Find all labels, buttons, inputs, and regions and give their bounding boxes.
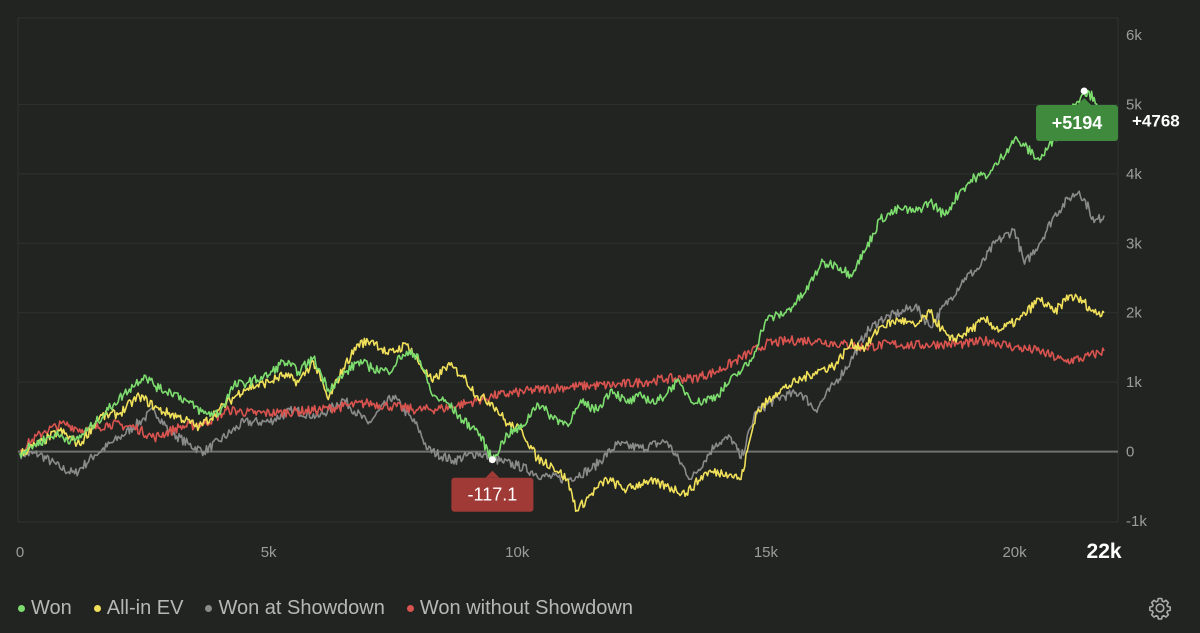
y-tick-label: 4k (1126, 166, 1142, 183)
min-label: -117.1 (468, 485, 518, 505)
max-label: +5194 (1052, 113, 1103, 133)
series-line-won-at-showdown (19, 190, 1105, 484)
x-tick-label: 15k (754, 544, 779, 561)
series-line-all-in-ev (19, 293, 1105, 513)
legend-label-all-in-ev: All-in EV (106, 596, 184, 619)
settings-button[interactable] (1148, 596, 1172, 620)
max-badge: +5194 (1036, 97, 1118, 141)
gear-icon (1149, 597, 1171, 620)
y-tick-label: 5k (1126, 96, 1142, 113)
legend-item-all-in-ev[interactable]: All-in EV (93, 596, 184, 620)
min-badge: -117.1 (451, 470, 534, 512)
legend-label-won-without-showdown: Won without Showdown (419, 596, 633, 619)
legend-dot-won (18, 604, 25, 612)
y-tick-label: 1k (1126, 374, 1142, 391)
x-tick-label: 22k (1087, 540, 1122, 563)
x-tick-label: 10k (505, 544, 530, 561)
min-marker (488, 456, 496, 464)
legend-item-won[interactable]: Won (18, 597, 72, 620)
legend-item-won-without-showdown[interactable]: Won without Showdown (406, 596, 633, 620)
legend: Won All-in EV Won at Showdown Won withou… (18, 595, 633, 621)
chart-area: 6k 5k 4k 3k 2k 1k 0 -1k 0 5k 10k 15k 20k 22k -117.1 … (16, 17, 1180, 563)
series-line-won-without-showdown (19, 335, 1105, 452)
x-tick-label: 20k (1002, 544, 1027, 561)
y-tick-label: 6k (1126, 27, 1142, 44)
y-tick-label: 0 (1126, 444, 1134, 461)
series-lines (19, 89, 1105, 513)
y-axis: 6k 5k 4k 3k 2k 1k 0 -1k (1126, 27, 1147, 530)
legend-item-won-at-showdown[interactable]: Won at Showdown (205, 596, 385, 620)
y-tick-label: 3k (1126, 235, 1142, 252)
legend-dot-all-in-ev (93, 604, 101, 612)
plot-frame (17, 17, 1119, 523)
x-axis: 0 5k 10k 15k 20k 22k (16, 540, 1122, 563)
legend-dot-won-without-showdown (406, 604, 414, 612)
legend-label-won-at-showdown: Won at Showdown (218, 596, 385, 619)
y-tick-label: 2k (1126, 305, 1142, 322)
legend-dot-won-at-showdown (205, 604, 213, 612)
annotations: -117.1 +5194 +4768 (451, 87, 1180, 512)
x-tick-label: 5k (261, 544, 277, 561)
max-marker (1080, 87, 1088, 95)
x-tick-label: 0 (16, 544, 24, 561)
end-value-label: +4768 (1132, 112, 1180, 131)
y-tick-label: -1k (1126, 513, 1147, 530)
legend-label-won: Won (31, 596, 72, 619)
series-line-won (19, 89, 1105, 461)
